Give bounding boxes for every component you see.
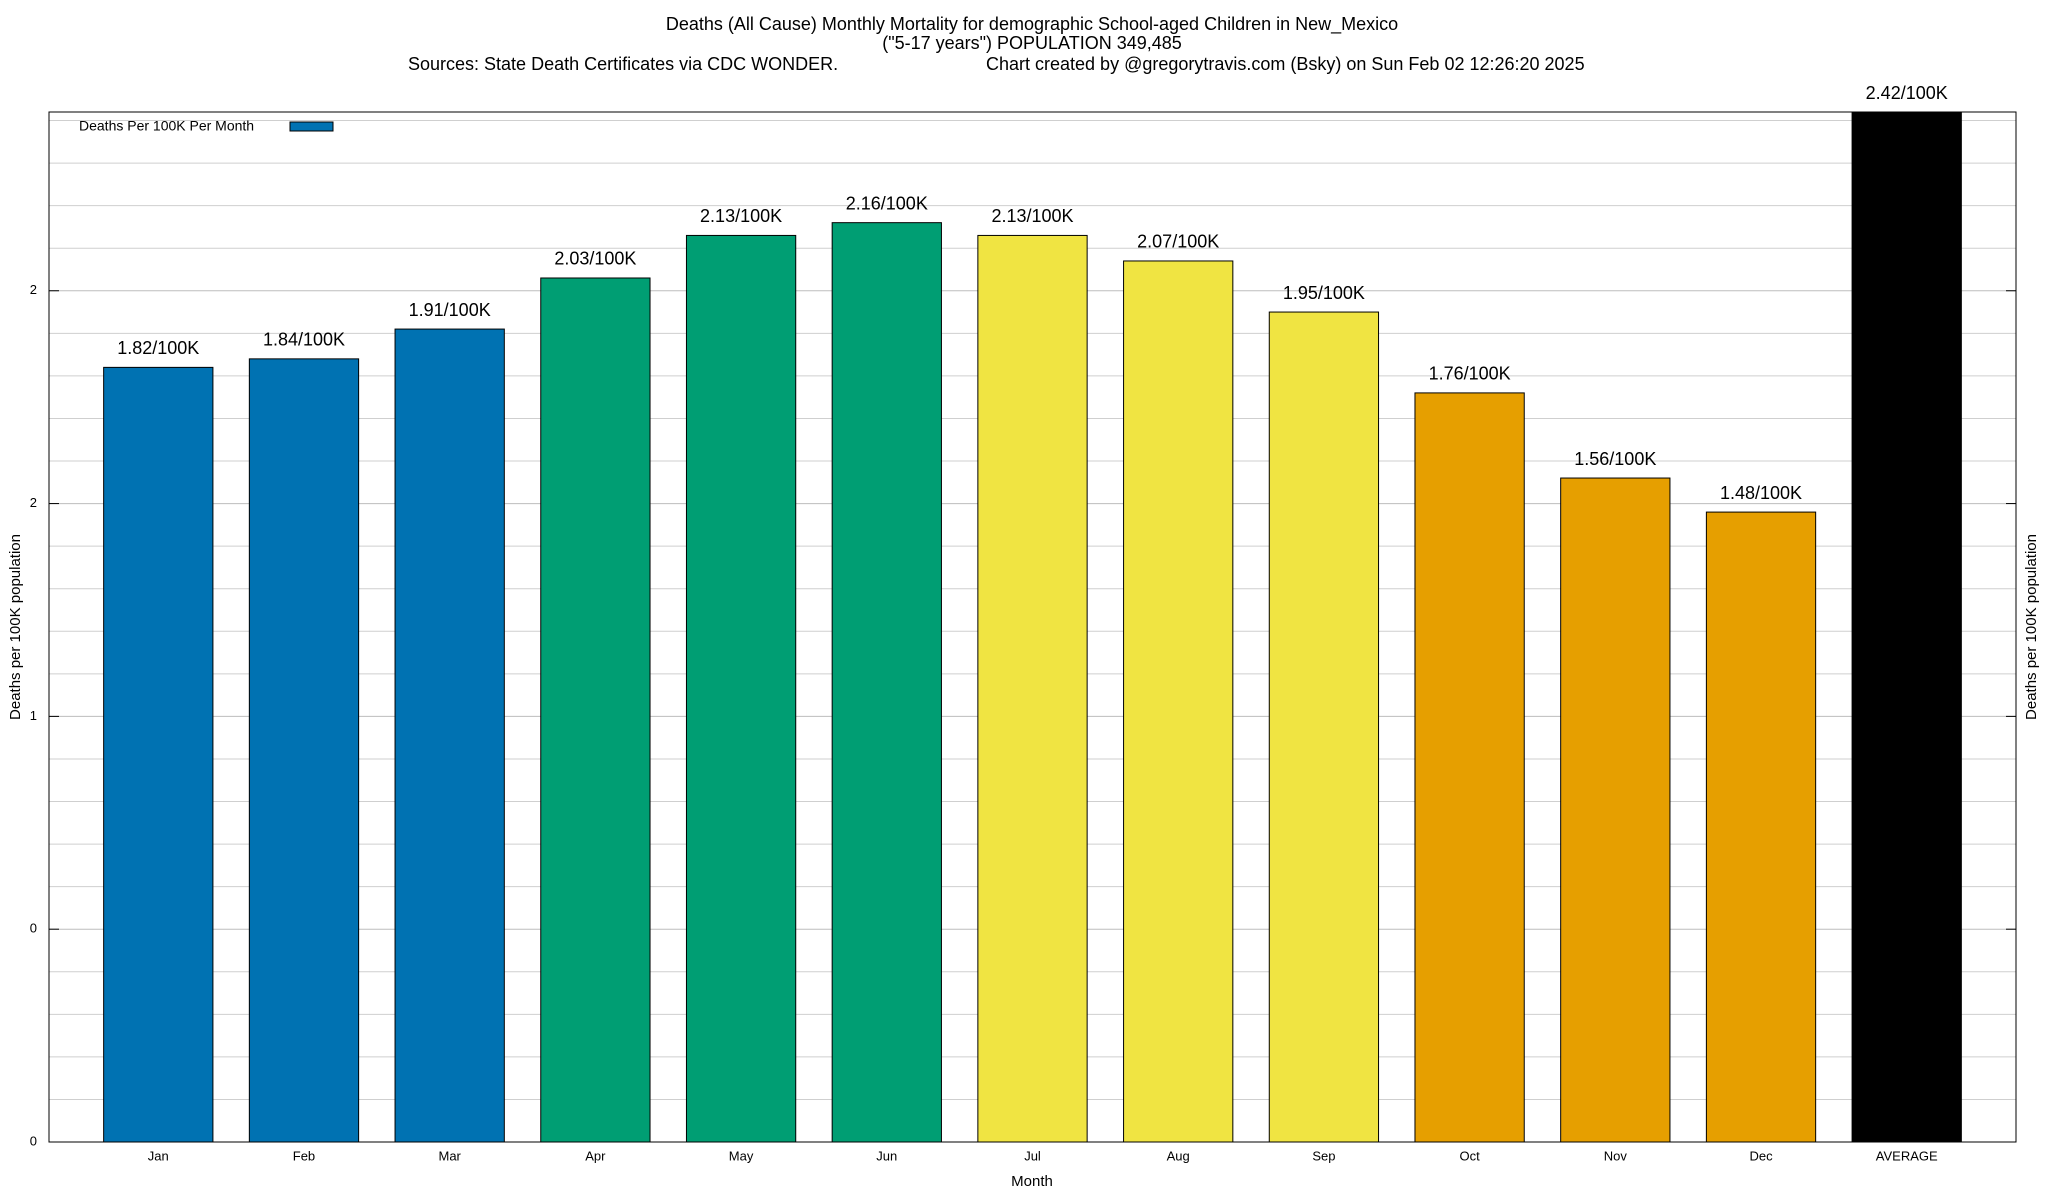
value-label: 2.42/100K xyxy=(1866,83,1948,103)
x-tick-label: Jun xyxy=(876,1148,897,1163)
bar xyxy=(977,234,1088,1143)
bar xyxy=(540,277,651,1143)
legend-swatch xyxy=(289,121,334,132)
bar xyxy=(1851,111,1962,1143)
x-tick-label: Apr xyxy=(585,1148,606,1163)
y-tick-label: 0 xyxy=(30,921,37,936)
bar xyxy=(394,328,505,1143)
x-tick-label: Nov xyxy=(1604,1148,1628,1163)
value-label: 2.13/100K xyxy=(700,206,782,226)
bar xyxy=(831,222,942,1143)
chart-subtitle: Chart created by @gregorytravis.com (Bsk… xyxy=(986,54,1585,74)
bar xyxy=(1123,260,1234,1143)
bar xyxy=(103,366,214,1143)
value-label: 1.76/100K xyxy=(1429,364,1511,384)
bar xyxy=(1414,392,1525,1143)
x-tick-label: Feb xyxy=(293,1148,315,1163)
value-label: 1.48/100K xyxy=(1720,483,1802,503)
x-axis-label: Month xyxy=(1011,1173,1053,1190)
y-tick-label: 1 xyxy=(30,708,37,723)
x-tick-label: Oct xyxy=(1459,1148,1480,1163)
y-tick-label: 2 xyxy=(30,282,37,297)
y-tick-label: 0 xyxy=(30,1133,37,1148)
chart-title: ("5-17 years") POPULATION 349,485 xyxy=(882,33,1182,53)
bar xyxy=(1705,511,1817,1143)
bar xyxy=(685,234,797,1143)
value-label: 2.07/100K xyxy=(1137,232,1219,252)
value-label: 2.16/100K xyxy=(846,193,928,213)
x-tick-label: AVERAGE xyxy=(1876,1148,1938,1163)
x-tick-label: Aug xyxy=(1167,1148,1190,1163)
bar xyxy=(1268,311,1380,1143)
value-label: 2.13/100K xyxy=(991,206,1073,226)
x-tick-label: Dec xyxy=(1749,1148,1773,1163)
y2-axis-label: Deaths per 100K population xyxy=(2023,534,2040,720)
x-tick-label: Jul xyxy=(1024,1148,1041,1163)
x-tick-label: May xyxy=(729,1148,754,1163)
y-tick-label: 2 xyxy=(30,495,37,510)
value-label: 1.56/100K xyxy=(1574,449,1656,469)
chart-subtitle: Sources: State Death Certificates via CD… xyxy=(408,54,838,74)
y-axis-label: Deaths per 100K population xyxy=(7,534,24,720)
bar xyxy=(1560,477,1671,1143)
value-label: 1.91/100K xyxy=(409,300,491,320)
bar xyxy=(248,358,360,1143)
value-label: 1.82/100K xyxy=(117,338,199,358)
value-label: 1.95/100K xyxy=(1283,283,1365,303)
value-label: 1.84/100K xyxy=(263,330,345,350)
value-label: 2.03/100K xyxy=(554,249,636,269)
plot-frame xyxy=(48,111,2017,1143)
legend-label: Deaths Per 100K Per Month xyxy=(79,118,254,134)
x-tick-label: Sep xyxy=(1312,1148,1335,1163)
x-tick-label: Jan xyxy=(148,1148,169,1163)
chart-title: Deaths (All Cause) Monthly Mortality for… xyxy=(666,14,1398,35)
x-tick-label: Mar xyxy=(438,1148,461,1163)
